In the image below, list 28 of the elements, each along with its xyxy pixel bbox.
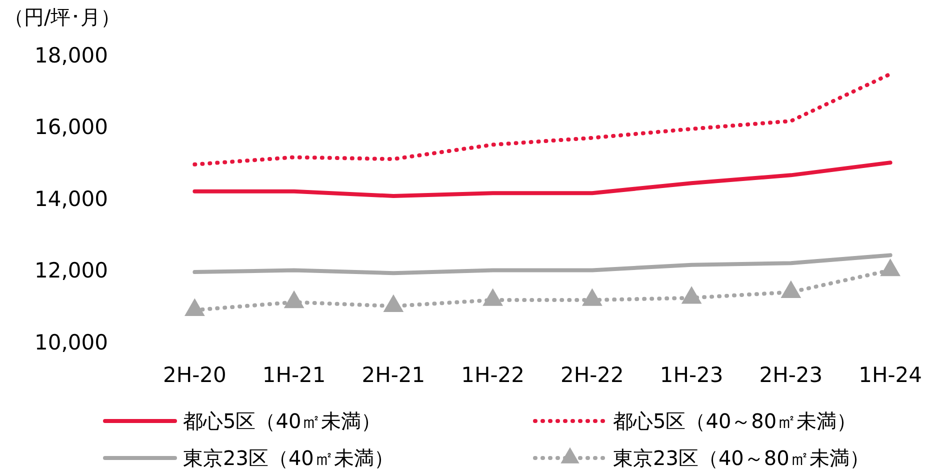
legend-label: 都心5区（40～80㎡未満） xyxy=(613,409,857,433)
legend-label: 都心5区（40㎡未満） xyxy=(183,409,382,433)
point xyxy=(880,258,901,276)
x-tick-label: 2H-20 xyxy=(162,363,226,387)
point xyxy=(482,288,504,306)
y-axis-title: （円/坪･月） xyxy=(4,5,121,29)
x-tick-label: 1H-22 xyxy=(461,363,525,387)
point xyxy=(582,288,602,306)
line-series xyxy=(192,160,892,198)
point xyxy=(383,294,404,312)
x-tick-label: 1H-21 xyxy=(262,363,326,387)
y-tick-label: 12,000 xyxy=(34,258,108,283)
x-tick-label: 1H-23 xyxy=(660,363,724,387)
line-series xyxy=(192,72,892,166)
point xyxy=(284,290,304,308)
x-tick-label: 2H-22 xyxy=(560,363,624,387)
legend-label: 東京23区（40㎡未満） xyxy=(183,446,394,470)
point xyxy=(681,286,702,304)
legend-label: 東京23区（40～80㎡未満） xyxy=(613,446,870,470)
x-tick-label: 1H-24 xyxy=(858,363,922,387)
x-tick-label: 2H-23 xyxy=(759,363,823,387)
x-tick-label: 2H-21 xyxy=(362,363,426,387)
y-tick-label: 16,000 xyxy=(34,115,108,140)
point xyxy=(184,298,205,316)
point xyxy=(780,280,802,298)
y-tick-label: 14,000 xyxy=(34,186,108,211)
y-tick-label: 18,000 xyxy=(34,43,108,68)
y-tick-label: 10,000 xyxy=(34,330,108,354)
